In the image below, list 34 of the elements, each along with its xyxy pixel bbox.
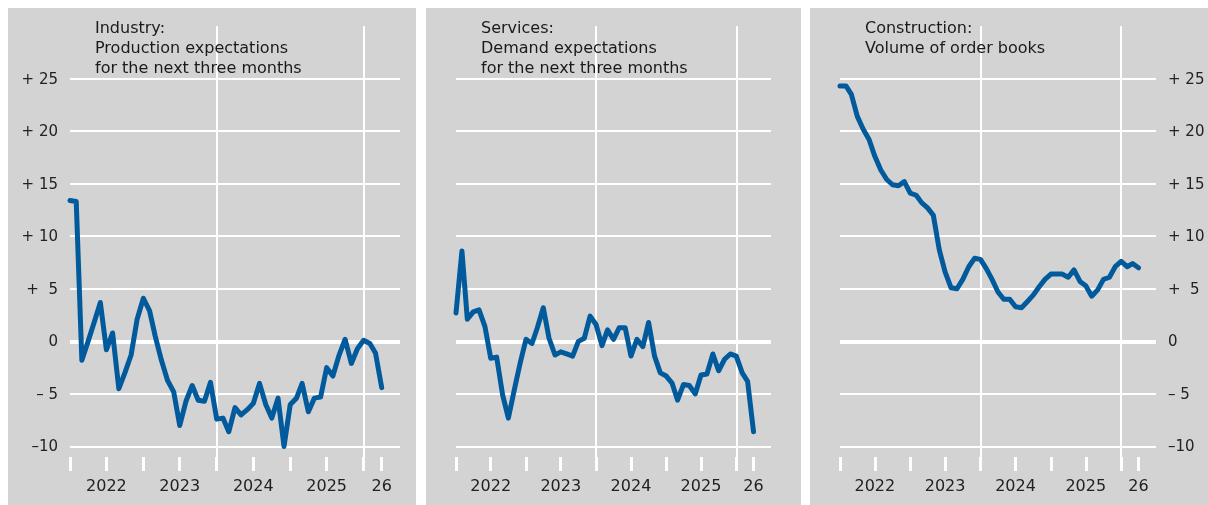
y-tick-label: + 10 bbox=[21, 227, 58, 246]
text: Services: Demand expectations for the next three months bbox=[481, 17, 688, 77]
y-tick-label: + 15 bbox=[21, 174, 58, 193]
chart-title: Construction: Volume of order books bbox=[865, 17, 1046, 57]
y-tick-label: + 5 bbox=[26, 279, 58, 298]
y2-tick-label: + 10 bbox=[1168, 227, 1205, 246]
x-tick-label: 2022 bbox=[86, 475, 127, 495]
y2-tick-label: –10 bbox=[1168, 437, 1195, 456]
x-tick-label: 2025 bbox=[680, 475, 722, 495]
y2-tick-label: + 15 bbox=[1168, 174, 1205, 193]
y-tick-label: + 25 bbox=[21, 69, 58, 88]
x-tick-label: 26 bbox=[743, 475, 764, 495]
text: Industry: Production expectations for the next three months bbox=[95, 17, 302, 77]
x-tick-label: 2022 bbox=[470, 475, 512, 495]
x-tick-label: 2024 bbox=[232, 475, 274, 495]
x-tick-label: 26 bbox=[1128, 475, 1149, 495]
x-tick-label: 2023 bbox=[540, 475, 582, 495]
x-tick-label: 2025 bbox=[306, 475, 347, 495]
x-tick-label: 2024 bbox=[610, 475, 652, 495]
x-tick-label: 2024 bbox=[995, 475, 1036, 495]
x-tick-label: 2025 bbox=[1065, 475, 1107, 495]
y2-tick-label: 0 bbox=[1168, 332, 1178, 351]
x-tick-label: 2023 bbox=[924, 475, 966, 495]
y2-tick-label: + 20 bbox=[1168, 122, 1205, 141]
y-tick-label: + 20 bbox=[21, 122, 58, 141]
y2-tick-label: + 25 bbox=[1168, 69, 1205, 88]
y2-tick-label: – 5 bbox=[1168, 384, 1190, 403]
y-tick-label: – 5 bbox=[36, 384, 58, 403]
x-tick-label: 2023 bbox=[159, 475, 201, 495]
y2-tick-label: + 5 bbox=[1168, 279, 1200, 298]
x-tick-label: 26 bbox=[371, 475, 392, 495]
y-tick-label: –10 bbox=[31, 437, 58, 456]
x-tick-label: 2022 bbox=[854, 475, 896, 495]
y-tick-label: 0 bbox=[48, 332, 58, 351]
